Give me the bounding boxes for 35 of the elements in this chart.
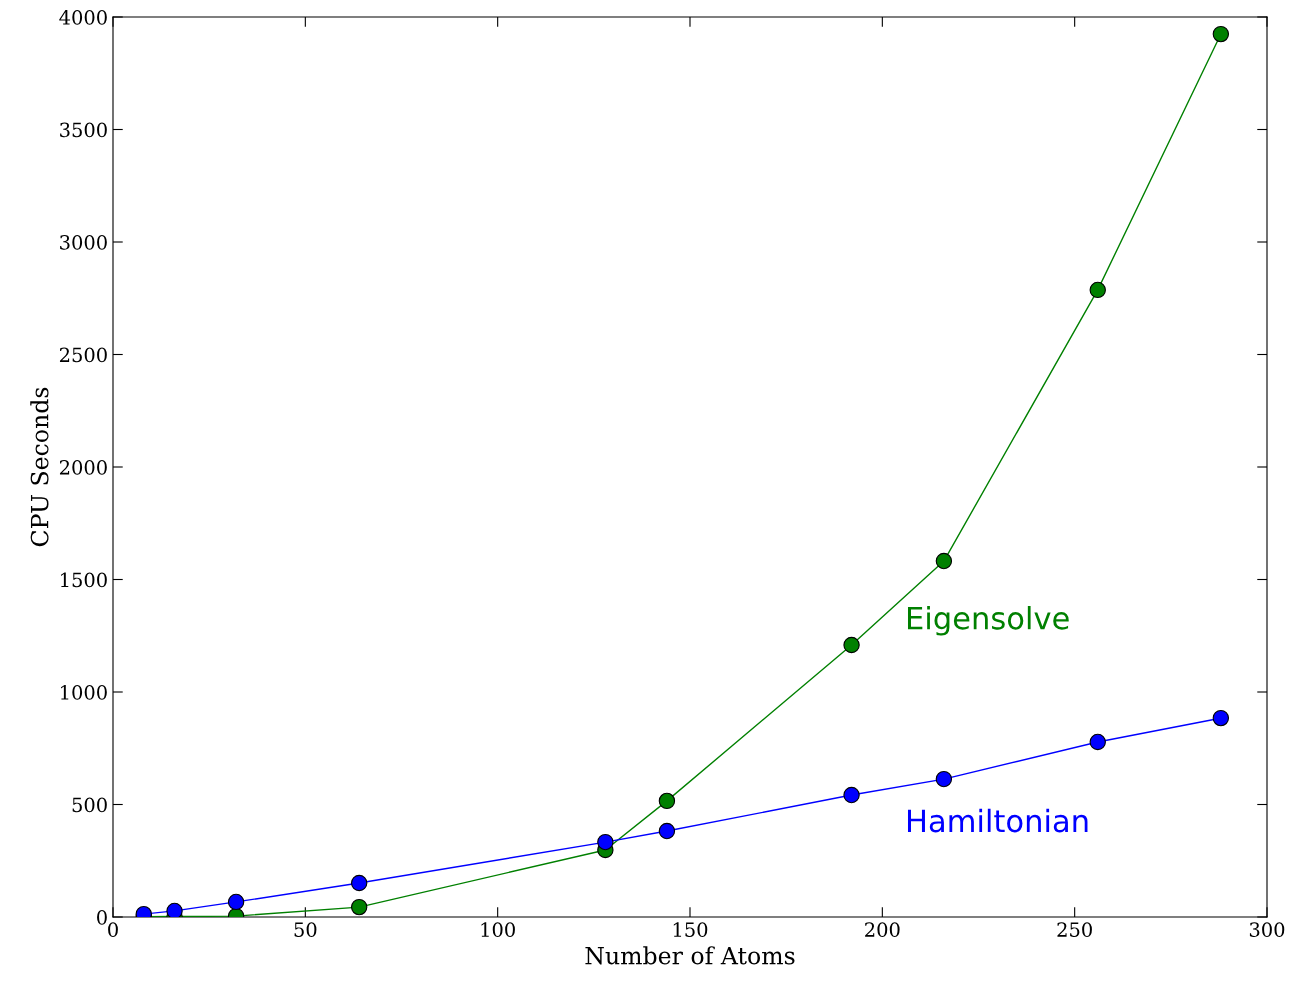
point: [350, 874, 368, 892]
y-tick-label: 2500: [59, 347, 107, 363]
point: [597, 833, 614, 851]
series-label: Hamiltonian: [907, 808, 1088, 833]
point: [1089, 281, 1106, 299]
point: [843, 786, 860, 804]
point: [935, 552, 953, 570]
point: [227, 893, 245, 911]
y-axis-title: CPU Seconds: [30, 387, 49, 547]
x-tick-label: 50: [294, 922, 317, 937]
x-tick-label: 100: [481, 922, 515, 937]
y-tick-label: 1000: [61, 684, 107, 700]
y-tick-label: 0: [97, 909, 107, 925]
point: [166, 902, 183, 917]
point: [1212, 25, 1230, 43]
point: [935, 770, 953, 788]
point: [1212, 709, 1230, 727]
y-tick-label: 4000: [59, 9, 107, 25]
y-tick-label: 3000: [60, 234, 107, 250]
point: [658, 792, 676, 810]
y-tick-label: 1500: [61, 572, 107, 588]
x-tick-label: 150: [673, 922, 708, 937]
point: [658, 822, 676, 840]
point: [843, 636, 860, 654]
y-tick-label: 500: [72, 797, 107, 813]
x-tick-label: 200: [865, 922, 900, 937]
series-label: Eigensolve: [907, 605, 1069, 636]
x-axis-title: Number of Atoms: [585, 946, 795, 965]
x-tick-label: 250: [1057, 922, 1092, 937]
y-tick-label: 2000: [59, 459, 107, 475]
x-tick-label: 300: [1249, 922, 1285, 937]
point: [350, 898, 368, 916]
x-tick-label: 0: [108, 922, 118, 937]
y-tick-label: 3500: [60, 122, 107, 138]
point: [1089, 733, 1106, 751]
